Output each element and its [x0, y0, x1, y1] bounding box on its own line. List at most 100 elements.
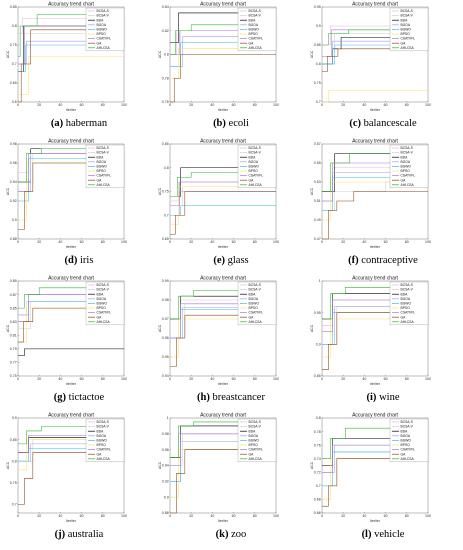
legend-label: BGWO: [97, 165, 108, 169]
y-tick-label: 0.57: [314, 142, 321, 146]
panel-name: glass: [225, 255, 249, 266]
y-tick-label: 0.85: [10, 306, 17, 310]
chart-panel-haberman: Accuracy trend chart 0 20 40 60 80 100 0.6 0.65 0…: [4, 0, 154, 137]
legend-label: BCSA-V: [401, 151, 414, 155]
x-tick-label: 40: [362, 240, 366, 244]
legend-label: BCSA-V: [97, 14, 110, 18]
x-tick-label: 80: [253, 103, 257, 107]
series-line-ahlcsa: [322, 287, 428, 320]
legend-label: AHLCSA: [249, 183, 263, 187]
x-tick-label: 60: [384, 103, 388, 107]
y-tick-label: 0.75: [314, 81, 321, 85]
y-tick-label: 0.96: [10, 161, 17, 165]
y-tick-label: 0.75: [10, 481, 17, 485]
series-line-bpso: [18, 56, 124, 95]
series-line-ga: [322, 48, 428, 72]
legend-label: BPSO: [97, 32, 107, 36]
series-line-ga: [322, 458, 428, 507]
series-line-ga: [322, 312, 428, 370]
x-tick-label: 80: [405, 240, 409, 244]
legend-label: GA: [401, 41, 407, 45]
y-tick-label: 0.79: [10, 347, 17, 351]
x-tick-label: 80: [101, 514, 105, 518]
legend-label: BGWO: [249, 439, 260, 443]
chart-svg: Accuracy trend chart 0 20 40 60 80 100 0.66 0.68…: [310, 412, 431, 523]
legend-label: BPSO: [97, 306, 107, 310]
legend-label: BCSA-S: [249, 146, 262, 150]
legend-label: CSATVFL: [401, 37, 416, 41]
x-tick-label: 0: [321, 377, 323, 381]
legend-label: BGOA: [97, 23, 107, 27]
series-line-ahlcsa: [170, 172, 276, 197]
x-tick-label: 20: [37, 377, 41, 381]
panel-caption: (d) iris: [4, 255, 154, 266]
chart-panel-wine: Accuracy trend chart 0 20 40 60 80 100 0.85 0.9 0…: [308, 274, 458, 411]
series-line-ahlcsa: [18, 14, 124, 57]
y-tick-label: 0.8: [316, 62, 321, 66]
y-tick-label: 0.55: [314, 161, 321, 165]
y-tick-label: 0.8: [164, 53, 169, 57]
legend-label: BCSA-S: [97, 283, 110, 287]
x-tick-label: 60: [232, 240, 236, 244]
legend-label: BCSA-S: [249, 420, 262, 424]
y-tick-label: 0.8: [12, 24, 17, 28]
x-tick-label: 100: [121, 514, 127, 518]
x-axis-label: Iterlter: [218, 382, 229, 386]
y-tick-label: 0.89: [10, 279, 17, 283]
legend-label: AHLCSA: [401, 183, 415, 187]
legend-label: BCSA-V: [249, 288, 262, 292]
panel-letter: (e): [213, 255, 226, 266]
series-line-ahlcsa: [322, 153, 428, 192]
panel-name: wine: [376, 392, 400, 403]
x-tick-label: 0: [321, 103, 323, 107]
x-tick-label: 80: [101, 240, 105, 244]
panel-caption: (g) tictactoe: [4, 392, 154, 403]
panel-name: balancescale: [360, 118, 417, 129]
y-axis-label: ACC: [6, 50, 10, 58]
chart-title: Accuracy trend chart: [48, 275, 94, 281]
chart-panel-zoo: Accuracy trend chart 0 20 40 60 80 100 0.88 0.9 0…: [156, 411, 306, 548]
x-tick-label: 20: [189, 377, 193, 381]
x-axis-label: Iterlter: [66, 245, 77, 249]
panel-caption: (l) vehicle: [308, 529, 458, 540]
y-tick-label: 0.98: [10, 142, 17, 146]
y-axis-label: ACC: [310, 324, 314, 332]
y-tick-label: 0.7: [12, 62, 17, 66]
legend-label: CSATVFL: [249, 37, 264, 41]
series-line-csatvfl: [170, 303, 276, 339]
legend-label: BPSO: [401, 32, 411, 36]
y-axis-label: ACC: [6, 187, 10, 195]
chart-svg: Accuracy trend chart 0 20 40 60 80 100 0.94 0.95…: [158, 275, 279, 386]
chart-svg: Accuracy trend chart 0 20 40 60 80 100 0.47 0.49…: [310, 138, 431, 249]
y-axis-label: ACC: [158, 461, 162, 469]
y-axis-label: ACC: [310, 187, 314, 195]
y-tick-label: 0.95: [314, 311, 321, 315]
legend-label: CSATVFL: [97, 448, 112, 452]
legend-label: BDA: [97, 292, 105, 296]
y-tick-label: 0.92: [162, 480, 169, 484]
x-tick-label: 40: [58, 240, 62, 244]
legend-label: BGWO: [401, 165, 412, 169]
y-tick-label: 0.47: [314, 237, 321, 241]
series-line-bpso: [322, 318, 428, 358]
panel-name: iris: [77, 255, 94, 266]
x-tick-label: 80: [101, 103, 105, 107]
x-tick-label: 100: [273, 240, 279, 244]
y-tick-label: 0.65: [10, 81, 17, 85]
x-tick-label: 100: [121, 103, 127, 107]
x-axis-label: Iterlter: [370, 519, 381, 523]
x-tick-label: 0: [17, 514, 19, 518]
y-tick-label: 0.94: [162, 374, 169, 378]
x-tick-label: 100: [425, 514, 431, 518]
legend-label: BGWO: [401, 28, 412, 32]
legend-label: BGOA: [401, 160, 411, 164]
legend-label: AHLCSA: [97, 46, 111, 50]
y-tick-label: 0.95: [314, 5, 321, 9]
x-tick-label: 20: [189, 240, 193, 244]
legend-label: BGOA: [97, 434, 107, 438]
y-tick-label: 0.96: [162, 448, 169, 452]
legend-label: GA: [97, 452, 103, 456]
y-tick-label: 0.9: [316, 343, 321, 347]
x-tick-label: 80: [405, 377, 409, 381]
x-tick-label: 20: [37, 240, 41, 244]
